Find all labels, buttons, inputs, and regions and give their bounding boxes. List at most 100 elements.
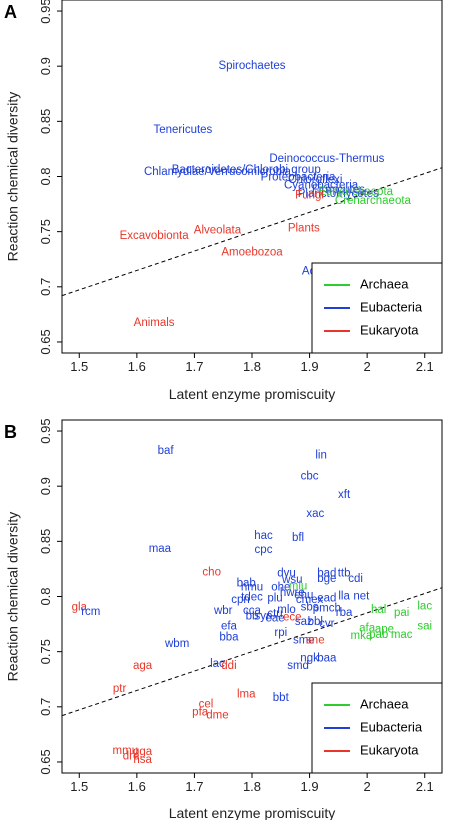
data-point-label: bge [317, 573, 336, 585]
x-tick-label: 1.6 [128, 359, 146, 374]
data-point-label: hal [371, 604, 386, 616]
x-tick-label: 1.7 [185, 359, 203, 374]
y-tick-label: 0.75 [38, 219, 53, 244]
data-point-label: eae [265, 613, 284, 625]
x-axis-title: Latent enzyme promiscuity [169, 386, 336, 402]
data-point-label: xft [338, 489, 351, 501]
data-point-label: ctu [267, 608, 282, 620]
data-point-label: pmch [313, 603, 341, 615]
data-point-label: Chlamydiae/Verrucomicrobia [144, 166, 292, 178]
data-point-label: cca [243, 605, 262, 617]
y-tick-label: 0.8 [38, 167, 53, 185]
y-tick-label: 0.85 [38, 529, 53, 554]
data-point-label: lma [237, 689, 256, 701]
y-axis-title: Reaction chemical diversity [5, 512, 21, 682]
data-point-label: wsu [281, 574, 302, 586]
panel-letter: B [4, 422, 17, 442]
x-tick-label: 2.1 [416, 359, 434, 374]
data-point-label: afa [359, 623, 376, 635]
data-point-label: Proteobacteria [261, 172, 336, 184]
data-point-label: sbs [301, 602, 319, 614]
trend-line [62, 587, 442, 717]
data-point-label: maa [149, 543, 172, 555]
x-tick-label: 1.7 [185, 779, 203, 794]
data-point-label: Plants [288, 222, 320, 234]
data-point-label: pab [369, 629, 388, 641]
y-tick-label: 0.7 [38, 698, 53, 716]
data-point-label: bab [237, 577, 256, 589]
y-tick-label: 0.65 [38, 329, 53, 354]
data-point-label: Deinococcus-Thermus [269, 153, 384, 165]
data-point-label: cel [199, 699, 214, 711]
data-point-label: dvu [277, 567, 296, 579]
x-tick-label: 1.6 [128, 779, 146, 794]
data-point-label: pai [394, 607, 409, 619]
data-point-label: net [353, 591, 370, 603]
data-point-label: cbc [301, 470, 319, 482]
x-tick-label: 2 [364, 359, 371, 374]
data-point-label: baa [317, 652, 337, 664]
data-point-label: Fungi [295, 189, 324, 201]
data-point-label: cvr [319, 618, 335, 630]
data-point-label: hmu [241, 582, 263, 594]
data-point-label: hsa [133, 754, 152, 766]
y-tick-label: 0.95 [38, 418, 53, 443]
data-point-label: cdi [348, 573, 363, 585]
legend-label: Archaea [360, 696, 409, 711]
legend-label: Eukaryota [360, 322, 419, 337]
legend: Archaea Eubacteria Eukaryota [311, 262, 443, 354]
data-point-label: Alveolata [194, 225, 242, 237]
y-tick-label: 0.9 [38, 477, 53, 495]
data-point-label: mlu [289, 581, 308, 593]
data-point-label: bad [317, 567, 336, 579]
data-point-label: mlo [277, 604, 296, 616]
panel-b: B 1.5 1.6 1.7 1.8 1.9 2 2.1 0.65 0.7 0.75 0.8 0.85 0.… [4, 418, 443, 820]
data-point-label: lac [417, 600, 432, 612]
y-tick-label: 0.9 [38, 57, 53, 75]
data-point-label: baf [158, 445, 175, 457]
data-point-label: ape [375, 624, 394, 636]
legend-label: Eukaryota [360, 742, 419, 757]
data-point-label: hwre [280, 587, 305, 599]
data-point-label: ngk [300, 652, 319, 664]
legend: Archaea Eubacteria Eukaryota [311, 682, 443, 774]
data-point-label: ohe [271, 582, 290, 594]
x-tick-label: 1.9 [301, 779, 319, 794]
data-point-label: ehu [294, 589, 313, 601]
data-point-label: tdec [241, 592, 263, 604]
data-point-label: bb [246, 610, 259, 622]
x-tick-label: 1.5 [70, 359, 88, 374]
legend-label: Eubacteria [360, 719, 423, 734]
data-point-label: mka [351, 630, 373, 642]
data-point-label: Animals [134, 317, 175, 329]
data-point-label: cpn [231, 594, 250, 606]
data-point-label: saz [295, 616, 313, 628]
data-point-label: gga [133, 746, 153, 758]
data-point-label: Spirochaetes [218, 60, 285, 72]
data-point-label: dme [206, 710, 228, 722]
data-point-label: efa [221, 620, 238, 632]
data-point-label: Planctomycetes [298, 188, 379, 200]
y-axis-title: Reaction chemical diversity [5, 92, 21, 262]
data-point-label: gla [72, 602, 88, 614]
data-point-label: dre [123, 750, 140, 762]
y-tick-label: 0.75 [38, 639, 53, 664]
data-point-label: mmu [113, 745, 139, 757]
data-point-label: lac [210, 658, 225, 670]
data-point-label: hac [254, 530, 273, 542]
data-point-label: wbm [164, 638, 189, 650]
data-point-label: Excavobionta [120, 230, 190, 242]
data-point-label: Tenericutes [154, 124, 213, 136]
x-tick-label: 1.8 [243, 359, 261, 374]
data-point-label: rcm [81, 606, 100, 618]
x-axis-title: Latent enzyme promiscuity [169, 805, 336, 820]
panel-a: A 1.5 1.6 1.7 1.8 1.9 2 2.1 0.65 0.7 0.75 0.8 0.85 0.… [4, 0, 443, 402]
data-point-label: pfa [192, 706, 209, 718]
data-point-label: aga [133, 660, 153, 672]
data-point-label: sme [293, 635, 315, 647]
y-tick-label: 0.85 [38, 109, 53, 134]
data-point-label: ead [317, 593, 336, 605]
data-point-label: cho [202, 566, 221, 578]
y-tick-label: 0.65 [38, 749, 53, 774]
